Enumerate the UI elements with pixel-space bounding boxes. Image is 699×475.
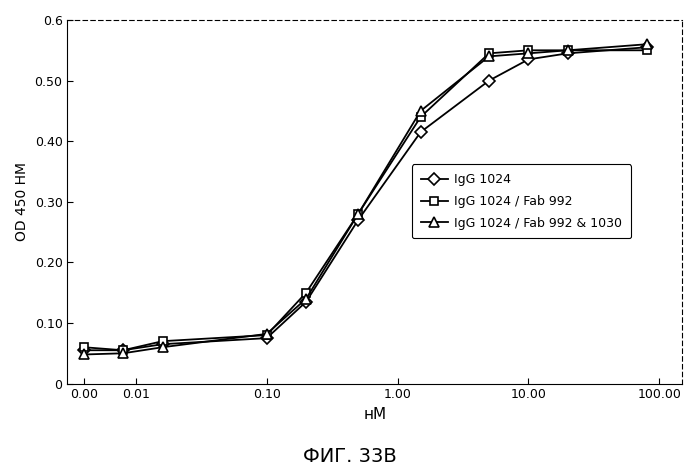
IgG 1024 / Fab 992 [119,347,127,353]
IgG 1024 / Fab 992 [642,48,651,53]
Legend: IgG 1024, IgG 1024 / Fab 992, IgG 1024 / Fab 992 & 1030: IgG 1024, IgG 1024 / Fab 992, IgG 1024 /… [412,164,631,238]
IgG 1024 / Fab 992 & 1030 [354,211,362,217]
IgG 1024 / Fab 992 [159,338,167,344]
IgG 1024 [524,57,533,62]
IgG 1024 / Fab 992 [524,48,533,53]
IgG 1024 / Fab 992 & 1030 [485,54,493,59]
Line: IgG 1024 / Fab 992: IgG 1024 / Fab 992 [80,46,651,354]
IgG 1024 [642,45,651,50]
IgG 1024 / Fab 992 & 1030 [524,50,533,56]
IgG 1024 [302,299,310,304]
IgG 1024 [485,78,493,84]
IgG 1024 [563,50,572,56]
IgG 1024 / Fab 992 & 1030 [417,108,425,114]
IgG 1024 [119,347,127,353]
IgG 1024 / Fab 992 [417,114,425,120]
IgG 1024 / Fab 992 & 1030 [642,41,651,47]
IgG 1024 / Fab 992 & 1030 [263,331,271,337]
IgG 1024 / Fab 992 & 1030 [80,352,88,357]
IgG 1024 [263,335,271,341]
Line: IgG 1024 / Fab 992 & 1030: IgG 1024 / Fab 992 & 1030 [79,39,651,360]
Line: IgG 1024: IgG 1024 [80,43,651,354]
IgG 1024 [80,347,88,353]
IgG 1024 / Fab 992 [302,290,310,295]
IgG 1024 / Fab 992 [354,211,362,217]
IgG 1024 / Fab 992 [563,48,572,53]
IgG 1024 / Fab 992 [263,332,271,338]
IgG 1024 / Fab 992 & 1030 [119,351,127,356]
Y-axis label: OD 450 НМ: OD 450 НМ [15,162,29,241]
IgG 1024 [159,342,167,347]
IgG 1024 / Fab 992 [80,344,88,350]
IgG 1024 [417,129,425,135]
IgG 1024 [354,217,362,223]
IgG 1024 / Fab 992 & 1030 [159,344,167,350]
Text: ФИГ. 33В: ФИГ. 33В [303,446,396,466]
IgG 1024 / Fab 992 & 1030 [302,296,310,302]
X-axis label: нМ: нМ [363,407,387,422]
IgG 1024 / Fab 992 & 1030 [563,48,572,53]
IgG 1024 / Fab 992 [485,50,493,56]
